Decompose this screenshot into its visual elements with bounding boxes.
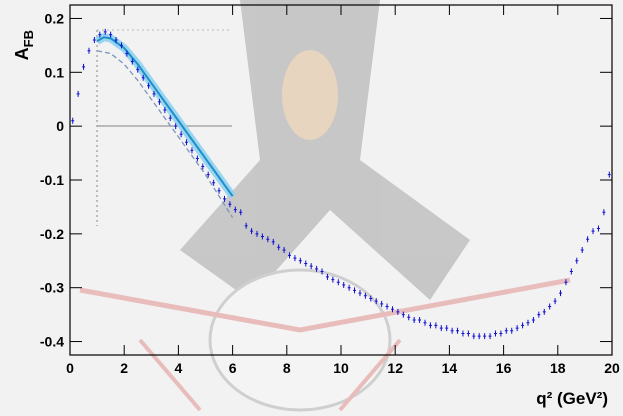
x-tick-label: 14 — [442, 360, 458, 376]
y-tick-label: -0.4 — [40, 334, 64, 350]
chart: AFB q² (GeV²) 0 2 4 6 8 10 12 14 16 18 20 -0.4 -0.3 -… — [0, 0, 623, 416]
y-axis-title-main: A — [12, 47, 32, 60]
x-tick-label: 4 — [175, 360, 183, 376]
x-tick-label: 0 — [66, 360, 74, 376]
x-tick-label: 18 — [550, 360, 566, 376]
y-axis-title-sub: FB — [21, 30, 36, 47]
y-tick-label: 0.1 — [45, 64, 65, 80]
page: AFB q² (GeV²) 0 2 4 6 8 10 12 14 16 18 20 -0.4 -0.3 -… — [0, 0, 623, 416]
x-tick-label: 10 — [333, 360, 349, 376]
y-tick-label: -0.2 — [40, 226, 64, 242]
x-tick-label: 8 — [283, 360, 291, 376]
y-tick-label: 0 — [56, 118, 64, 134]
x-axis-title: q² (GeV²) — [536, 389, 608, 408]
x-tick-label: 6 — [229, 360, 237, 376]
x-tick-label: 2 — [120, 360, 128, 376]
y-tick-label: -0.3 — [40, 280, 64, 296]
y-tick-label: 0.2 — [45, 10, 65, 26]
x-tick-label: 16 — [496, 360, 512, 376]
x-tick-label: 12 — [387, 360, 403, 376]
x-tick-label: 20 — [604, 360, 620, 376]
y-tick-label: -0.1 — [40, 172, 64, 188]
